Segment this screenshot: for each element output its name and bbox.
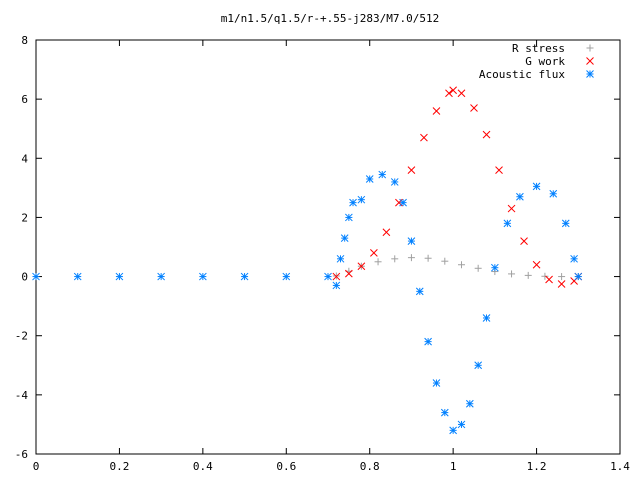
x-tick-label: 0.8 bbox=[360, 460, 380, 473]
legend-marker bbox=[586, 70, 594, 78]
data-point bbox=[407, 237, 416, 245]
data-point bbox=[424, 254, 432, 262]
data-point bbox=[407, 254, 415, 262]
data-point bbox=[199, 272, 207, 281]
data-point bbox=[541, 272, 549, 280]
data-point bbox=[549, 189, 558, 198]
x-tick-label: 1.2 bbox=[527, 460, 547, 473]
data-point bbox=[457, 420, 466, 429]
x-tick-label: 1 bbox=[450, 460, 457, 473]
axes: 0 0.2 0.4 0.6 0.8 1 1.2 1.4 -6 -4 -2 0 2 4 6 8 bbox=[15, 34, 631, 473]
y-tick-label: 0 bbox=[21, 271, 28, 284]
data-point bbox=[336, 254, 345, 263]
data-point bbox=[345, 213, 353, 222]
data-point bbox=[470, 104, 478, 112]
data-point bbox=[357, 262, 366, 271]
data-point bbox=[495, 166, 503, 174]
x-tick-label: 1.4 bbox=[610, 460, 630, 473]
data-point bbox=[374, 258, 382, 266]
data-point bbox=[532, 260, 541, 269]
data-point bbox=[420, 133, 428, 142]
data-point bbox=[391, 255, 399, 263]
y-tick-label: 2 bbox=[21, 211, 28, 224]
x-tick-label: 0.4 bbox=[193, 460, 213, 473]
data-point bbox=[415, 287, 424, 296]
data-point bbox=[357, 195, 366, 204]
series-3 bbox=[32, 170, 583, 435]
data-point bbox=[445, 89, 453, 98]
series-1 bbox=[332, 254, 582, 281]
data-point bbox=[449, 426, 457, 435]
data-point bbox=[561, 219, 570, 228]
data-point bbox=[491, 263, 499, 272]
data-point bbox=[557, 280, 566, 288]
y-tick-label: -4 bbox=[15, 389, 29, 402]
data-point bbox=[424, 337, 432, 346]
data-point bbox=[370, 249, 378, 257]
data-point bbox=[157, 272, 165, 281]
data-point bbox=[345, 269, 353, 278]
data-point bbox=[73, 272, 82, 281]
y-tick-label: 6 bbox=[21, 93, 28, 106]
data-point bbox=[432, 107, 441, 115]
data-point bbox=[516, 192, 524, 201]
x-tick-label: 0.2 bbox=[109, 460, 129, 473]
data-point bbox=[520, 237, 528, 245]
data-point bbox=[332, 272, 341, 281]
data-point bbox=[474, 361, 483, 370]
plot-frame bbox=[35, 39, 621, 455]
data-point bbox=[382, 228, 391, 237]
data-point bbox=[440, 408, 449, 417]
data-point bbox=[558, 273, 566, 281]
data-point bbox=[32, 272, 40, 281]
data-point bbox=[545, 275, 553, 284]
y-tick-label: 4 bbox=[21, 152, 28, 165]
y-tick-label: 8 bbox=[21, 34, 28, 47]
data-point bbox=[482, 314, 491, 322]
data-point bbox=[508, 270, 516, 278]
data-point bbox=[474, 264, 482, 272]
data-point bbox=[407, 166, 416, 174]
data-point bbox=[482, 130, 491, 139]
data-point bbox=[507, 204, 516, 213]
legend-label: Acoustic flux bbox=[479, 68, 565, 81]
data-point bbox=[240, 272, 249, 281]
x-tick-label: 0 bbox=[33, 460, 40, 473]
data-point bbox=[115, 272, 124, 281]
series-2 bbox=[332, 86, 583, 288]
data-point bbox=[378, 170, 387, 179]
data-point bbox=[457, 261, 465, 269]
data-point bbox=[532, 182, 541, 191]
y-tick-label: -2 bbox=[15, 330, 28, 343]
data-point bbox=[365, 175, 374, 183]
legend-label: G work bbox=[525, 55, 565, 68]
y-tick-label: -6 bbox=[15, 448, 28, 461]
plot-area bbox=[32, 86, 583, 435]
legend-marker bbox=[586, 57, 594, 65]
data-point bbox=[457, 89, 466, 98]
legend-marker bbox=[586, 44, 594, 52]
x-tick-label: 0.6 bbox=[276, 460, 296, 473]
data-point bbox=[390, 178, 399, 186]
data-point bbox=[432, 379, 441, 387]
data-point bbox=[465, 399, 474, 408]
chart-title: m1/n1.5/q1.5/r-+.55-j283/M7.0/512 bbox=[221, 12, 440, 25]
data-point bbox=[570, 254, 578, 263]
data-point bbox=[574, 272, 583, 281]
legend-label: R stress bbox=[512, 42, 565, 55]
data-point bbox=[441, 257, 449, 265]
data-point bbox=[503, 219, 512, 228]
data-point bbox=[340, 234, 349, 242]
data-point bbox=[332, 281, 341, 290]
data-point bbox=[324, 272, 332, 281]
data-point bbox=[349, 198, 357, 207]
data-point bbox=[524, 271, 532, 279]
data-point bbox=[449, 86, 457, 95]
data-point bbox=[399, 198, 407, 207]
data-point bbox=[282, 272, 291, 281]
